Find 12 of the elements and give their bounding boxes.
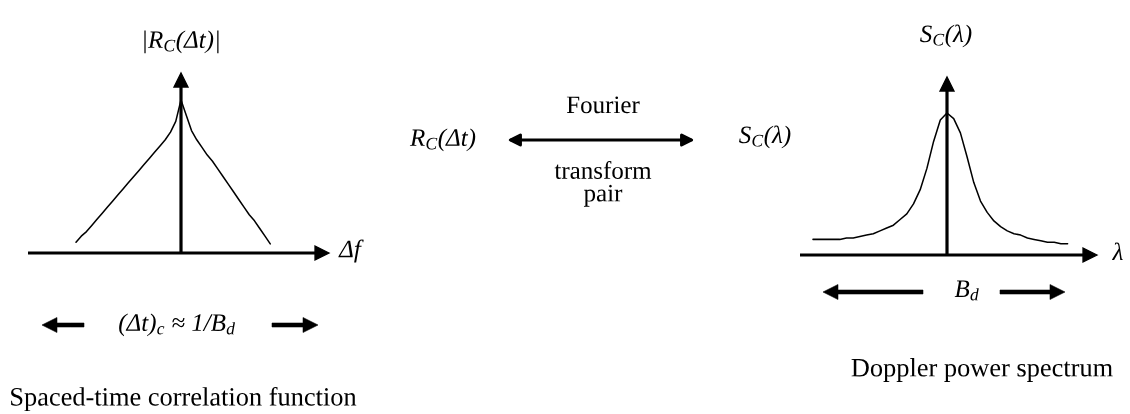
text: S$_{C}$(λ) [739,125,791,149]
text: R$_{C}$(Δt) [409,128,476,152]
text: (Δt)$_{c}$ ≈ 1/B$_{d}$ [119,313,235,337]
y-axis-title: |R$_{C}$(Δt)| [144,30,219,54]
text: Doppler power spectrum [851,358,1113,382]
x-axis-title: Δf [338,239,364,263]
x-axis-title: λ [1111,242,1123,261]
text: Spaced-time correlation function [11,386,357,412]
text: transform pair [554,161,652,207]
y-axis-title: S$_{C}$(λ) [920,24,972,48]
text: B$_{d}$ [954,280,979,301]
text: Fourier [566,96,640,114]
